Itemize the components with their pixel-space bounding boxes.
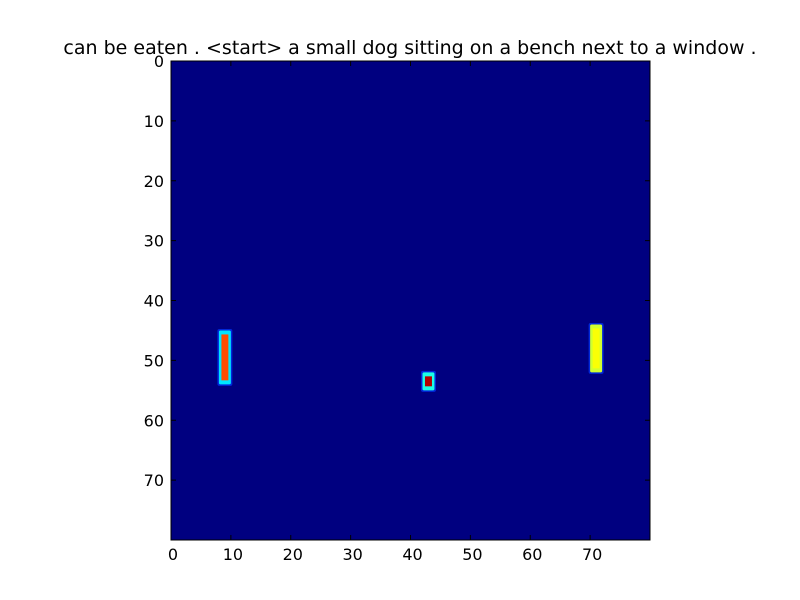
y-tick-label: 0 [154,52,164,71]
x-tick-label: 20 [283,545,303,564]
y-tick-label: 40 [144,292,164,311]
hotspot-core [592,328,600,369]
x-tick-label: 10 [223,545,243,564]
x-tick-label: 30 [342,545,362,564]
x-tick-label: 60 [522,545,542,564]
hotspot-core [221,334,229,381]
y-axis: 0 10 20 30 40 50 60 70 [144,52,650,490]
y-tick-label: 50 [144,351,164,370]
y-tick-label: 10 [144,112,164,131]
y-tick-label: 70 [144,471,164,490]
x-tick-label: 70 [582,545,602,564]
x-tick-label: 40 [402,545,422,564]
x-axis: 0 10 20 30 40 50 60 70 [168,61,602,564]
y-tick-label: 60 [144,411,164,430]
plot-area [170,60,651,541]
y-tick-label: 30 [144,232,164,251]
y-tick-label: 20 [144,172,164,191]
hotspot-core [424,376,432,387]
x-tick-label: 50 [462,545,482,564]
x-tick-label: 0 [168,545,178,564]
chart-title: can be eaten . <start> a small dog sitti… [63,37,756,59]
hotspot-layer [217,322,604,392]
heatmap-background [171,61,650,540]
